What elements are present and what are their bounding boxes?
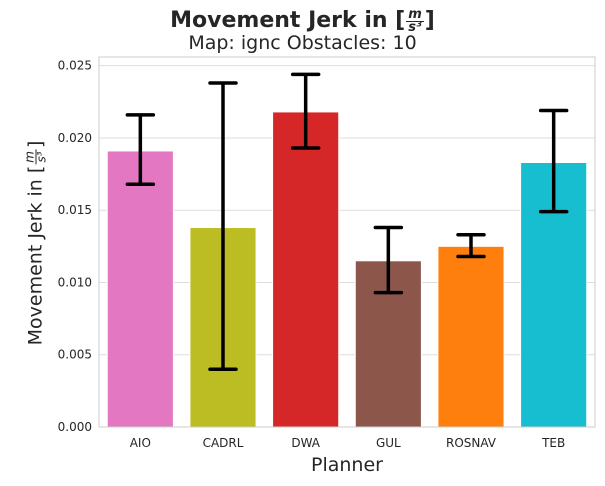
x-tick-label: TEB — [541, 436, 565, 450]
x-tick-label: DWA — [291, 436, 320, 450]
y-tick-label: 0.005 — [58, 348, 92, 362]
error-bar-gul — [373, 225, 404, 295]
y-axis-label: Movement Jerk in [m s³] — [23, 140, 49, 346]
title-suffix: ] — [424, 8, 435, 33]
title-unit-fraction: m s³ — [406, 6, 424, 35]
plot-frame — [98, 56, 596, 428]
y-tick-label: 0.025 — [58, 59, 92, 73]
bars — [106, 111, 588, 428]
y-tick-label: 0.010 — [58, 275, 92, 289]
title-unit-numerator: m — [406, 6, 424, 22]
bar-dwa — [272, 111, 340, 428]
x-tick-labels: AIO CADRL DWA GUL ROSNAV TEB — [130, 436, 566, 450]
x-tick-label: CADRL — [203, 436, 244, 450]
title-unit-denominator: s³ — [408, 19, 422, 35]
error-bar-cadrl — [208, 81, 238, 371]
ylabel-suffix: ] — [24, 140, 47, 149]
x-tick-label: GUL — [376, 436, 401, 450]
chart-subtitle: Map: ignc Obstacles: 10 — [188, 32, 417, 54]
ylabel-unit-denominator: s³ — [34, 151, 49, 163]
y-tick-labels: 0.000 0.005 0.010 0.015 0.020 0.025 — [58, 59, 92, 434]
x-axis-label: Planner — [311, 454, 383, 476]
ylabel-prefix: Movement Jerk in [ — [24, 165, 47, 346]
x-tick-label: AIO — [130, 436, 151, 450]
error-bar-aio — [125, 113, 156, 186]
x-tick-label: ROSNAV — [446, 436, 497, 450]
bar-rosnav — [437, 245, 505, 428]
ylabel-unit-fraction: m s³ — [23, 149, 49, 165]
error-bar-teb — [538, 108, 569, 214]
chart-title: Movement Jerk in [m s³] — [0, 8, 605, 34]
y-tick-label: 0.020 — [58, 131, 92, 145]
bar-aio — [106, 150, 174, 428]
error-bar-rosnav — [456, 233, 486, 259]
error-bar-dwa — [290, 72, 321, 150]
error-bars — [125, 72, 569, 371]
y-tick-label: 0.000 — [58, 420, 92, 434]
y-tick-label: 0.015 — [58, 203, 92, 217]
title-prefix: Movement Jerk in [ — [170, 8, 406, 33]
